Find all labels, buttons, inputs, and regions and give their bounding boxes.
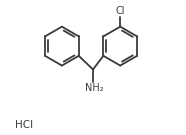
Text: HCl: HCl	[15, 120, 33, 130]
Text: Cl: Cl	[116, 6, 125, 16]
Text: NH₂: NH₂	[85, 83, 103, 93]
